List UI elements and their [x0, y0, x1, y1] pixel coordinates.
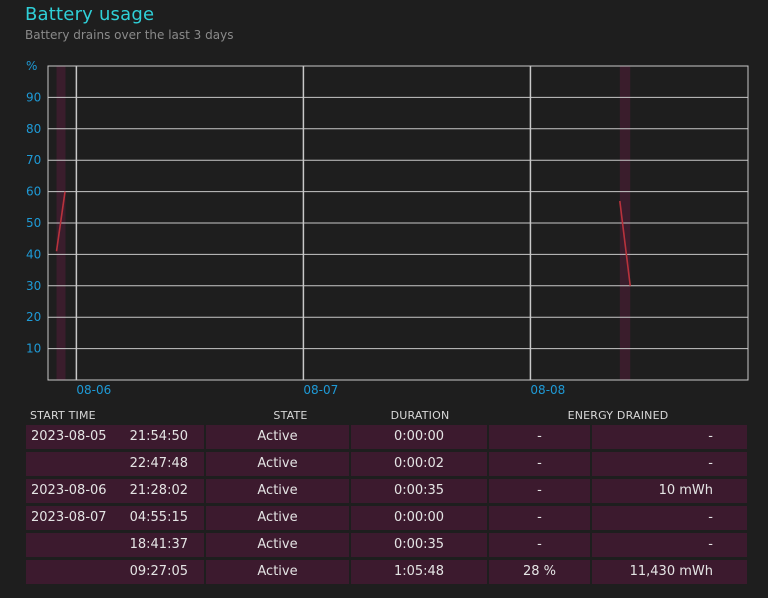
x-tick-label: 08-08 — [530, 383, 565, 397]
start-date — [26, 560, 110, 584]
table-row: 2023-08-05 21:54:50 Active 0:00:00 - - — [26, 425, 747, 449]
y-tick-label: 30 — [26, 279, 41, 293]
header-state: STATE — [273, 408, 308, 422]
y-tick-label: 60 — [26, 185, 41, 199]
duration-cell: 0:00:35 — [351, 533, 489, 557]
energy-mwh-cell: - — [592, 506, 747, 530]
state-cell: Active — [206, 533, 351, 557]
duration-cell: 0:00:35 — [351, 479, 489, 503]
y-tick-label: 40 — [26, 247, 41, 261]
header-energy-drained: ENERGY DRAINED — [567, 408, 669, 422]
energy-percent-cell: - — [489, 479, 592, 503]
energy-mwh-cell: 10 mWh — [592, 479, 747, 503]
start-time: 18:41:37 — [129, 537, 188, 552]
start-time: 21:54:50 — [129, 429, 188, 444]
energy-percent-cell: - — [489, 425, 592, 449]
state-cell: Active — [206, 425, 351, 449]
energy-percent-cell: - — [489, 452, 592, 476]
energy-percent-cell: 28 % — [489, 560, 592, 584]
start-time: 04:55:15 — [129, 510, 188, 525]
start-time-cell: 22:47:48 — [26, 452, 206, 476]
table-body: 2023-08-05 21:54:50 Active 0:00:00 - - 2… — [26, 425, 747, 584]
y-tick-label: 80 — [26, 122, 41, 136]
energy-mwh-cell: - — [592, 533, 747, 557]
energy-percent-cell: - — [489, 533, 592, 557]
table-row: 18:41:37 Active 0:00:35 - - — [26, 533, 747, 557]
state-cell: Active — [206, 452, 351, 476]
table-row: 2023-08-06 21:28:02 Active 0:00:35 - 10 … — [26, 479, 747, 503]
x-tick-label: 08-07 — [303, 383, 338, 397]
y-tick-label: 50 — [26, 216, 41, 230]
y-axis-label: % — [26, 59, 37, 73]
y-tick-label: 20 — [26, 310, 41, 324]
start-date — [26, 533, 110, 557]
y-tick-label: 90 — [26, 90, 41, 104]
state-cell: Active — [206, 506, 351, 530]
table-row: 22:47:48 Active 0:00:02 - - — [26, 452, 747, 476]
x-tick-label: 08-06 — [76, 383, 111, 397]
battery-level-line — [619, 200, 632, 286]
table-header: START TIME STATE DURATION ENERGY DRAINED — [26, 406, 747, 424]
battery-drain-chart: 10 20 30 40 50 60 70 80 90% 08-06 08-07 08-08 — [26, 59, 749, 397]
state-cell: Active — [206, 560, 351, 584]
start-time: 22:47:48 — [129, 456, 188, 471]
table-row: 2023-08-07 04:55:15 Active 0:00:00 - - — [26, 506, 747, 530]
start-time: 21:28:02 — [129, 483, 188, 498]
start-time-cell: 18:41:37 — [26, 533, 206, 557]
energy-percent-cell: - — [489, 506, 592, 530]
page-subtitle: Battery drains over the last 3 days — [25, 28, 234, 42]
start-date — [26, 452, 110, 476]
duration-cell: 0:00:02 — [351, 452, 489, 476]
start-time-cell: 2023-08-05 21:54:50 — [26, 425, 206, 449]
energy-mwh-cell: - — [592, 425, 747, 449]
duration-cell: 0:00:00 — [351, 506, 489, 530]
start-date: 2023-08-06 — [31, 483, 107, 498]
header-duration: DURATION — [390, 408, 450, 422]
battery-level-line — [55, 191, 66, 252]
duration-cell: 0:00:00 — [351, 425, 489, 449]
duration-cell: 1:05:48 — [351, 560, 489, 584]
page-title: Battery usage — [25, 4, 155, 25]
start-time-cell: 09:27:05 — [26, 560, 206, 584]
battery-usage-table: START TIME STATE DURATION ENERGY DRAINED… — [26, 406, 747, 587]
start-date: 2023-08-05 — [31, 429, 107, 444]
energy-mwh-cell: 11,430 mWh — [592, 560, 747, 584]
start-time: 09:27:05 — [129, 564, 188, 579]
header-start-time: START TIME — [30, 408, 96, 422]
start-time-cell: 2023-08-06 21:28:02 — [26, 479, 206, 503]
start-time-cell: 2023-08-07 04:55:15 — [26, 506, 206, 530]
y-tick-label: 70 — [26, 153, 41, 167]
energy-mwh-cell: - — [592, 452, 747, 476]
start-date: 2023-08-07 — [31, 510, 107, 525]
table-row: 09:27:05 Active 1:05:48 28 % 11,430 mWh — [26, 560, 747, 584]
state-cell: Active — [206, 479, 351, 503]
y-tick-label: 10 — [26, 342, 41, 356]
